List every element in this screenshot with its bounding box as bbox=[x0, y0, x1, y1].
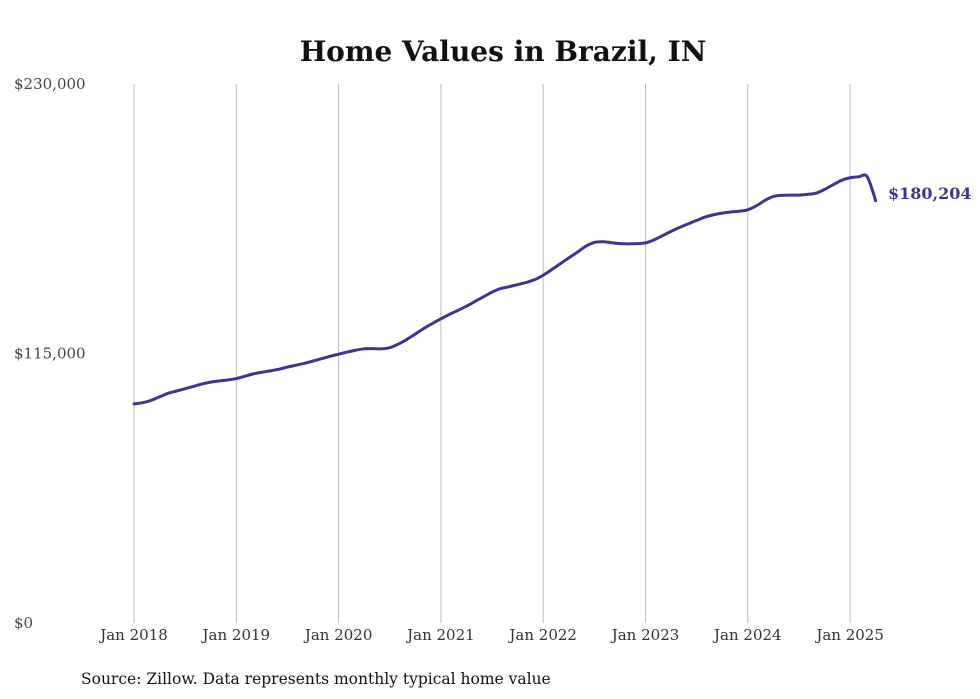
x-tick-label: Jan 2020 bbox=[303, 626, 373, 644]
source-note: Source: Zillow. Data represents monthly … bbox=[81, 670, 551, 688]
x-tick-label: Jan 2019 bbox=[201, 626, 271, 644]
x-tick-label: Jan 2023 bbox=[610, 626, 680, 644]
x-tick-label: Jan 2018 bbox=[98, 626, 168, 644]
y-tick-label: $230,000 bbox=[14, 75, 86, 93]
x-tick-label: Jan 2021 bbox=[405, 626, 475, 644]
x-tick-label: Jan 2022 bbox=[507, 626, 577, 644]
series-line bbox=[132, 173, 878, 406]
y-axis-ticks: $0 $115,000 $230,000 bbox=[14, 75, 86, 632]
y-tick-label: $115,000 bbox=[14, 345, 86, 363]
end-value-label: $180,204 bbox=[888, 184, 972, 203]
series-layer bbox=[132, 173, 878, 406]
y-tick-label: $0 bbox=[14, 614, 33, 632]
gridlines bbox=[133, 84, 851, 623]
chart-title: Home Values in Brazil, IN bbox=[300, 35, 707, 68]
x-tick-label: Jan 2024 bbox=[712, 626, 782, 644]
x-axis-ticks: Jan 2018 Jan 2019 Jan 2020 Jan 2021 Jan 2022… bbox=[98, 626, 884, 644]
x-tick-label: Jan 2025 bbox=[814, 626, 884, 644]
